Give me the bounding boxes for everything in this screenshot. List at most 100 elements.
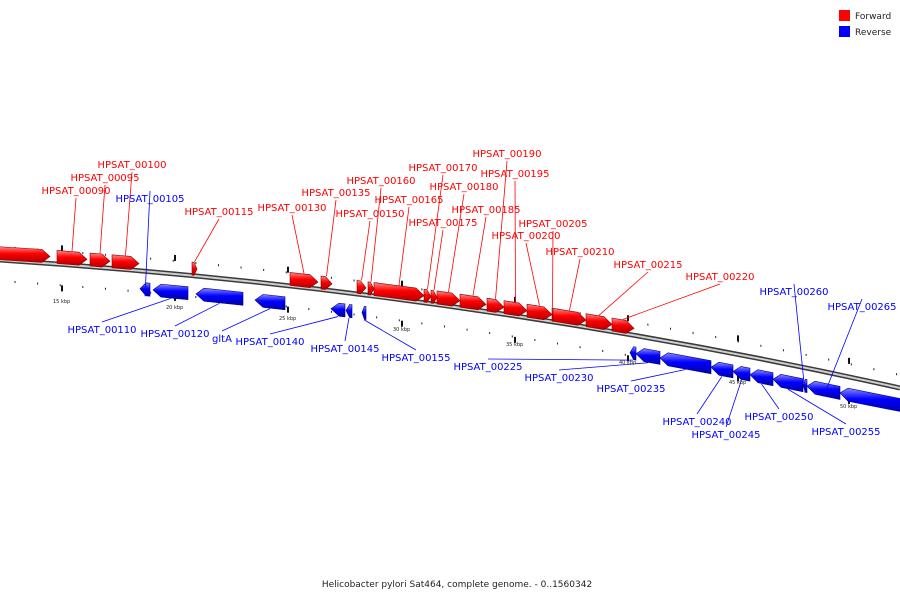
leader-line bbox=[487, 358, 634, 361]
gene-arrow-hpsat-00225[interactable] bbox=[629, 346, 637, 361]
gene-arrow-hpsat-00100[interactable] bbox=[111, 254, 140, 270]
leader-line bbox=[514, 180, 516, 302]
gene-label-hpsat-00230[interactable]: HPSAT_00230 bbox=[524, 373, 593, 384]
gene-label-hpsat-00190[interactable]: HPSAT_00190 bbox=[472, 149, 541, 160]
tick-labels: 15 kbp 20 kbp 25 kbp 30 kbp 35 kbp 40 kb… bbox=[53, 299, 857, 410]
gene-label-hpsat-00215[interactable]: HPSAT_00215 bbox=[613, 260, 682, 271]
gene-arrow-glta[interactable] bbox=[254, 294, 286, 311]
gene-arrow-hpsat-00155[interactable] bbox=[361, 306, 367, 320]
legend-forward-label: Forward bbox=[855, 12, 891, 22]
gene-label-hpsat-00100[interactable]: HPSAT_00100 bbox=[97, 160, 166, 171]
gene-label-hpsat-00180[interactable]: HPSAT_00180 bbox=[429, 182, 498, 193]
gene-arrow-hpsat-00215[interactable] bbox=[585, 313, 613, 330]
gene-label-hpsat-00115[interactable]: HPSAT_00115 bbox=[184, 207, 253, 218]
gene-label-hpsat-00140[interactable]: HPSAT_00140 bbox=[235, 337, 304, 348]
gene-label-hpsat-00265[interactable]: HPSAT_00265 bbox=[827, 302, 896, 313]
gene-label-hpsat-00095[interactable]: HPSAT_00095 bbox=[70, 173, 139, 184]
leader-line bbox=[598, 271, 649, 316]
tick-label-45: 45 kbp bbox=[729, 380, 746, 386]
gene-arrow-partial-right[interactable] bbox=[839, 387, 900, 412]
gene-arrow-hpsat-00190[interactable] bbox=[486, 297, 505, 313]
tick-label-20: 20 kbp bbox=[166, 305, 183, 311]
gene-arrow-hpsat-00150[interactable] bbox=[356, 280, 367, 295]
gene-arrow-hpsat-00160[interactable] bbox=[367, 281, 375, 296]
leader-line bbox=[125, 171, 133, 256]
gene-label-hpsat-00185[interactable]: HPSAT_00185 bbox=[451, 205, 520, 216]
gene-label-hpsat-00225[interactable]: HPSAT_00225 bbox=[453, 362, 522, 373]
map-caption: Helicobacter pylori Sat464, complete gen… bbox=[322, 580, 592, 590]
gene-label-hpsat-00235[interactable]: HPSAT_00235 bbox=[596, 384, 665, 395]
leader-line bbox=[344, 317, 350, 342]
gene-label-glta[interactable]: gltA bbox=[212, 334, 232, 345]
gene-label-hpsat-00200[interactable]: HPSAT_00200 bbox=[491, 231, 560, 242]
leader-line bbox=[448, 193, 465, 293]
genes-layer bbox=[0, 246, 900, 412]
leader-line bbox=[370, 187, 382, 282]
leader-line bbox=[787, 388, 847, 425]
gene-arrow-hpsat-00175[interactable] bbox=[430, 289, 438, 304]
gene-arrow-hpsat-00230[interactable] bbox=[635, 348, 661, 365]
gene-label-hpsat-00240[interactable]: HPSAT_00240 bbox=[662, 417, 731, 428]
leader-line bbox=[472, 216, 487, 296]
gene-arrow-hpsat-00220[interactable] bbox=[611, 317, 635, 334]
gene-arrow-hpsat-00185[interactable] bbox=[459, 293, 487, 311]
gene-arrow-hpsat-00165[interactable] bbox=[373, 282, 425, 302]
gene-arrow-partial-left[interactable] bbox=[0, 246, 51, 263]
gene-label-hpsat-00155[interactable]: HPSAT_00155 bbox=[381, 353, 450, 364]
gene-label-hpsat-00205[interactable]: HPSAT_00205 bbox=[518, 219, 587, 230]
gene-label-hpsat-00210[interactable]: HPSAT_00210 bbox=[545, 247, 614, 258]
gene-arrow-hpsat-00210[interactable] bbox=[552, 307, 587, 326]
gene-label-hpsat-00110[interactable]: HPSAT_00110 bbox=[67, 325, 136, 336]
gene-arrow-hpsat-00195[interactable] bbox=[503, 300, 528, 317]
gene-label-hpsat-00220[interactable]: HPSAT_00220 bbox=[685, 272, 754, 283]
gene-arrow-hpsat-00235[interactable] bbox=[659, 352, 712, 375]
gene-arrow-hpsat-00140[interactable] bbox=[330, 302, 346, 318]
gene-label-hpsat-00145[interactable]: HPSAT_00145 bbox=[310, 344, 379, 355]
gene-label-hpsat-00165[interactable]: HPSAT_00165 bbox=[374, 195, 443, 206]
gene-label-hpsat-00130[interactable]: HPSAT_00130 bbox=[257, 203, 326, 214]
gene-label-hpsat-00175[interactable]: HPSAT_00175 bbox=[408, 218, 477, 229]
gene-arrow-hpsat-00095[interactable] bbox=[89, 252, 111, 268]
gene-label-hpsat-00260[interactable]: HPSAT_00260 bbox=[759, 287, 828, 298]
leader-line bbox=[363, 319, 417, 351]
gene-label-hpsat-00105[interactable]: HPSAT_00105 bbox=[115, 194, 184, 205]
leader-line bbox=[622, 283, 721, 320]
gene-label-hpsat-00135[interactable]: HPSAT_00135 bbox=[301, 188, 370, 199]
gene-label-hpsat-00250[interactable]: HPSAT_00250 bbox=[744, 412, 813, 423]
leader-line bbox=[433, 229, 444, 291]
gene-arrow-hpsat-00145[interactable] bbox=[345, 304, 353, 319]
leader-line bbox=[525, 242, 540, 306]
gene-arrow-hpsat-00120[interactable] bbox=[195, 287, 244, 306]
leader-line bbox=[725, 379, 742, 428]
gene-arrow-hpsat-00110[interactable] bbox=[152, 283, 189, 301]
gene-arrow-hpsat-00130[interactable] bbox=[289, 272, 319, 289]
tick-label-25: 25 kbp bbox=[279, 316, 296, 322]
gene-label-hpsat-00255[interactable]: HPSAT_00255 bbox=[811, 427, 880, 438]
gene-label-hpsat-00195[interactable]: HPSAT_00195 bbox=[480, 169, 549, 180]
leader-line bbox=[696, 376, 723, 415]
gene-label-hpsat-00170[interactable]: HPSAT_00170 bbox=[408, 163, 477, 174]
gene-arrow-hpsat-00250[interactable] bbox=[749, 369, 774, 387]
gene-label-hpsat-00120[interactable]: HPSAT_00120 bbox=[140, 329, 209, 340]
leader-line bbox=[823, 298, 863, 397]
gene-labels: HPSAT_00090 HPSAT_00095 HPSAT_00100 HPSAT_0… bbox=[41, 149, 896, 441]
leader-line bbox=[174, 302, 220, 327]
gene-arrow-hpsat-00170[interactable] bbox=[423, 288, 432, 303]
leader-line bbox=[630, 369, 686, 382]
gene-arrow-hpsat-00200[interactable] bbox=[526, 303, 553, 321]
gene-arrow-hpsat-00245[interactable] bbox=[732, 366, 751, 382]
gene-arrow-hpsat-00265[interactable] bbox=[806, 380, 841, 400]
gene-arrow-hpsat-00260[interactable] bbox=[802, 378, 808, 393]
gene-label-hpsat-00150[interactable]: HPSAT_00150 bbox=[335, 209, 404, 220]
gene-arrow-hpsat-00240[interactable] bbox=[710, 361, 734, 379]
gene-label-hpsat-00245[interactable]: HPSAT_00245 bbox=[691, 430, 760, 441]
gene-arrow-hpsat-00255[interactable] bbox=[772, 373, 804, 393]
gene-arrow-hpsat-00135[interactable] bbox=[320, 275, 333, 290]
gene-label-hpsat-00160[interactable]: HPSAT_00160 bbox=[346, 176, 415, 187]
leader-line bbox=[101, 298, 171, 323]
leader-lines bbox=[71, 160, 863, 428]
gene-arrow-hpsat-00115[interactable] bbox=[191, 261, 198, 276]
gene-arrow-hpsat-00090[interactable] bbox=[56, 250, 88, 266]
gene-label-hpsat-00090[interactable]: HPSAT_00090 bbox=[41, 186, 110, 197]
gene-arrow-hpsat-00180[interactable] bbox=[436, 290, 461, 307]
